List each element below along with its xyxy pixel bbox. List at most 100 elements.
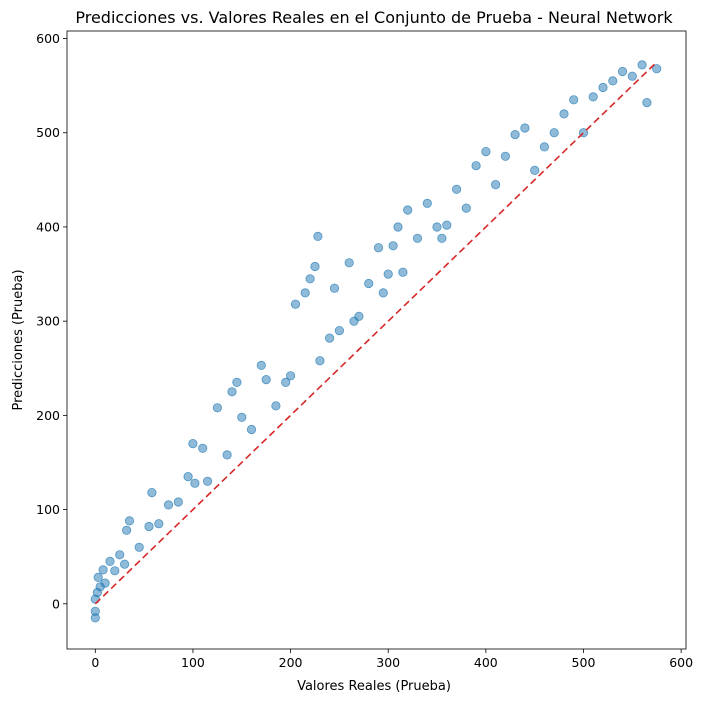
data-point	[569, 95, 579, 105]
data-point	[451, 184, 462, 194]
data-point	[183, 471, 193, 482]
data-point	[334, 325, 344, 336]
data-point	[90, 606, 100, 616]
data-point	[190, 478, 200, 488]
data-point	[285, 371, 296, 381]
data-point	[530, 165, 540, 175]
data-point	[412, 233, 423, 243]
data-point	[364, 278, 374, 289]
data-point	[310, 261, 320, 272]
data-point	[388, 241, 398, 251]
data-point	[442, 220, 452, 230]
data-point	[100, 578, 110, 588]
data-points	[90, 60, 662, 623]
data-point	[203, 476, 213, 486]
data-point	[354, 311, 364, 321]
y-axis-label: Predicciones (Prueba)	[11, 269, 26, 410]
data-point	[642, 98, 652, 108]
data-point	[637, 60, 647, 70]
data-point	[305, 274, 315, 284]
data-point	[393, 222, 403, 232]
data-point	[437, 233, 447, 243]
chart-title: Predicciones vs. Valores Reales en el Co…	[75, 8, 673, 27]
data-point	[246, 424, 257, 435]
y-axis-ticks: 0 100 200 300 400 500 600	[36, 31, 67, 611]
data-point	[422, 198, 432, 208]
x-tick-label: 300	[376, 655, 400, 670]
data-point	[617, 66, 628, 77]
y-tick-label: 300	[36, 314, 60, 329]
data-point	[144, 521, 154, 532]
data-point	[105, 556, 115, 567]
data-point	[124, 516, 135, 526]
data-point	[598, 82, 608, 93]
data-point	[398, 267, 408, 277]
x-tick-label: 500	[572, 655, 596, 670]
data-point	[147, 487, 157, 498]
data-point	[608, 76, 618, 86]
data-point	[110, 566, 120, 576]
data-point	[549, 128, 559, 138]
data-point	[163, 500, 174, 510]
data-point	[115, 550, 125, 560]
y-tick-label: 500	[36, 125, 60, 140]
data-point	[120, 559, 130, 569]
data-point	[222, 450, 232, 460]
plot-frame	[66, 30, 687, 650]
data-point	[232, 377, 242, 387]
data-point	[227, 387, 237, 397]
x-axis-ticks: 0 100 200 300 400 500 600	[91, 649, 693, 670]
data-point	[261, 374, 271, 385]
data-point	[378, 288, 388, 298]
data-point	[627, 71, 637, 81]
x-tick-label: 100	[181, 655, 205, 670]
data-point	[471, 161, 481, 171]
data-point	[256, 360, 266, 370]
data-point	[154, 519, 164, 529]
data-point	[315, 356, 325, 366]
data-point	[237, 412, 247, 422]
data-point	[490, 180, 501, 190]
y-tick-label: 400	[36, 219, 60, 234]
x-tick-label: 200	[279, 655, 303, 670]
data-point	[93, 572, 103, 583]
y-tick-label: 100	[36, 502, 60, 517]
data-point	[134, 542, 144, 552]
data-point	[173, 497, 183, 507]
data-point	[290, 299, 301, 309]
data-point	[500, 151, 510, 161]
data-point	[383, 269, 393, 279]
data-point	[329, 283, 340, 293]
data-point	[212, 403, 222, 413]
y-tick-label: 600	[36, 31, 60, 46]
x-tick-label: 600	[669, 655, 693, 670]
data-point	[481, 147, 491, 157]
data-point	[271, 401, 281, 411]
reference-line	[94, 61, 658, 605]
data-point	[652, 64, 662, 74]
data-point	[198, 443, 208, 453]
data-point	[281, 377, 291, 387]
y-tick-label: 0	[52, 596, 60, 611]
y-tick-label: 200	[36, 408, 60, 423]
data-point	[98, 565, 108, 575]
data-point	[122, 525, 132, 535]
data-point	[300, 288, 310, 298]
data-point	[313, 231, 323, 241]
data-point	[510, 130, 520, 140]
data-point	[432, 222, 442, 232]
data-point	[461, 203, 471, 213]
data-point	[188, 438, 198, 449]
data-point	[588, 92, 598, 102]
x-tick-label: 0	[91, 655, 99, 670]
x-axis-label: Valores Reales (Prueba)	[297, 679, 451, 694]
data-point	[539, 142, 550, 152]
data-point	[344, 258, 354, 268]
x-tick-label: 400	[474, 655, 498, 670]
data-point	[373, 243, 384, 253]
data-point	[559, 109, 569, 119]
data-point	[520, 123, 530, 133]
data-point	[403, 205, 413, 215]
data-point	[324, 333, 335, 343]
